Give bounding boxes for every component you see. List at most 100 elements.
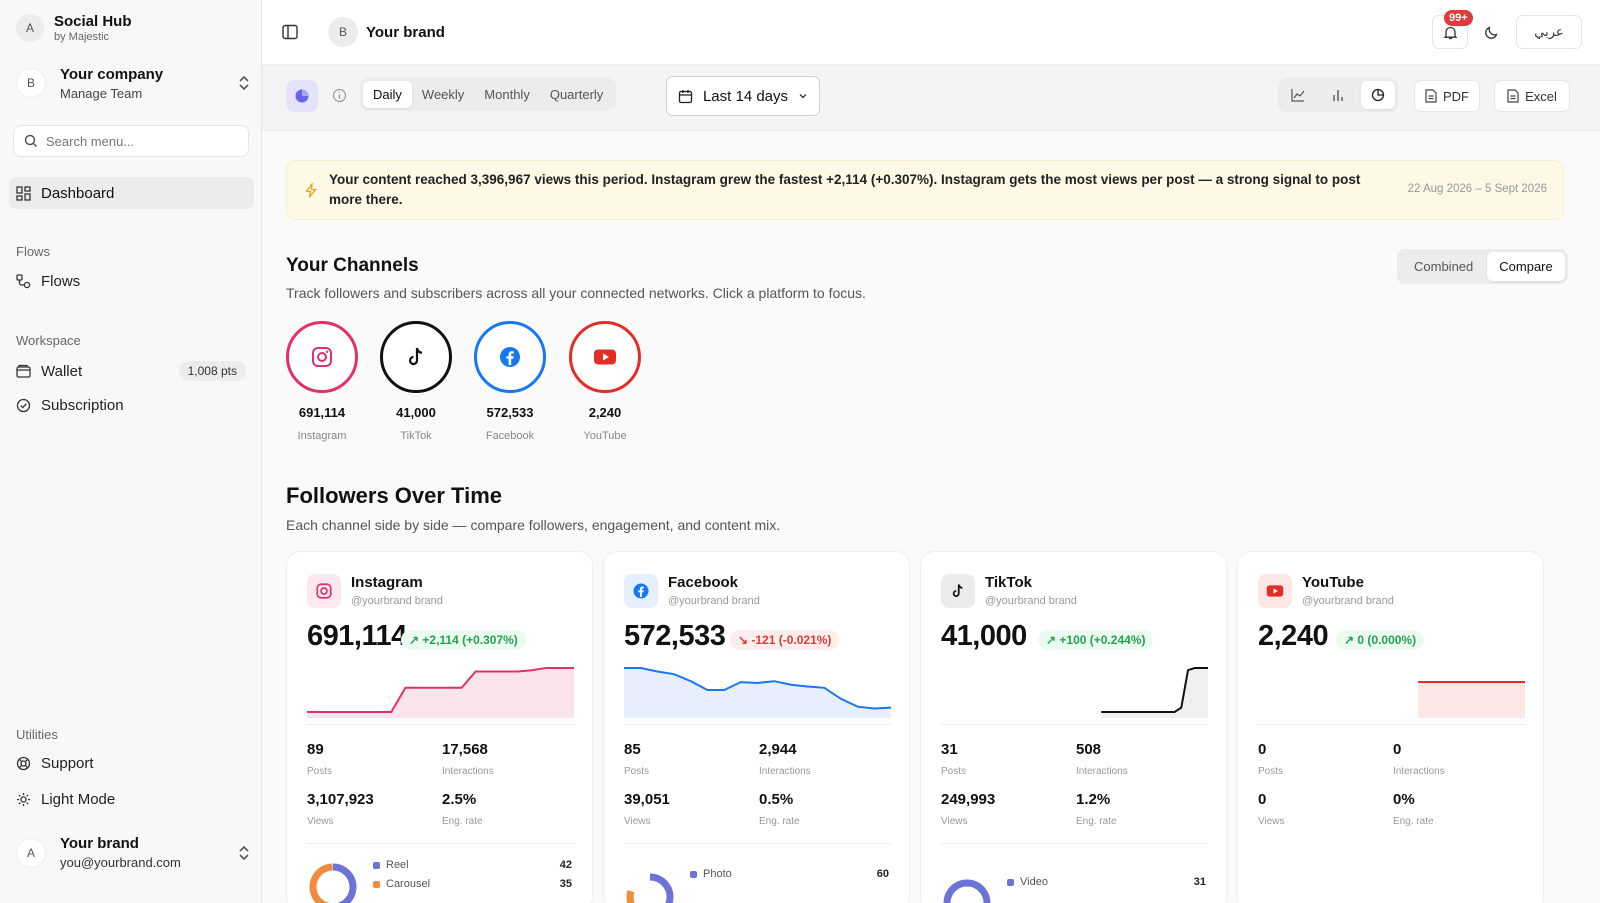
export-pdf-button[interactable]: PDF — [1414, 80, 1480, 112]
language-label: عربي — [1534, 24, 1564, 39]
view-compare[interactable]: Compare — [1487, 252, 1565, 281]
nav-wallet[interactable]: Wallet 1,008 pts — [16, 361, 246, 381]
channel-youtube-info[interactable]: 2,240 YouTube — [569, 321, 641, 442]
insight-text: Your content reached 3,396,967 views thi… — [329, 172, 1361, 207]
platform-card-instagram[interactable]: Instagram @yourbrand brand 691,114 ↗ +2,… — [286, 551, 593, 903]
export-excel-button[interactable]: Excel — [1494, 80, 1570, 112]
chart-style-toggle[interactable] — [286, 80, 318, 112]
stat-posts-label: Posts — [1258, 766, 1284, 777]
stat-views-label: Views — [941, 816, 968, 827]
date-range-picker[interactable]: Last 14 days — [666, 76, 820, 116]
divider — [624, 843, 891, 844]
sidebar: A Social Hub by Majestic B Your company … — [0, 0, 262, 903]
nav-dashboard[interactable]: Dashboard — [9, 177, 254, 209]
nav-subscription[interactable]: Subscription — [16, 397, 124, 414]
nav-dashboard-label: Dashboard — [41, 184, 115, 202]
theme-toggle-button[interactable] — [1474, 15, 1508, 49]
divider — [1258, 724, 1525, 725]
sparkline-line — [624, 667, 891, 710]
legend-swatch — [373, 861, 380, 869]
date-range-label: Last 14 days — [702, 87, 789, 105]
channel-tiktok-info[interactable]: 41,000 TikTok — [380, 321, 452, 442]
channel-value: 41,000 — [396, 405, 436, 420]
app-brand[interactable]: A Social Hub by Majestic — [16, 13, 132, 43]
nav-flows-label: Flows — [41, 273, 81, 290]
search-box[interactable] — [13, 125, 249, 157]
sun-icon — [16, 792, 31, 807]
content-mix-donut — [309, 863, 357, 903]
stat-eng-rate-label: Eng. rate — [1393, 816, 1434, 827]
nav-support[interactable]: Support — [16, 755, 94, 772]
search-input[interactable] — [46, 133, 226, 149]
channel-name: Instagram — [297, 430, 347, 442]
channels-subtitle: Track followers and subscribers across a… — [286, 285, 866, 301]
nav-light-mode-label: Light Mode — [41, 791, 116, 808]
brand-header[interactable]: B Your brand — [328, 17, 445, 47]
stat-views-label: Views — [1258, 816, 1285, 827]
legend-item: Photo — [690, 868, 732, 880]
stat-interactions: 2,944 — [759, 741, 797, 758]
sparkline-area — [1418, 682, 1525, 718]
export-excel-label: Excel — [1525, 88, 1557, 104]
info-icon[interactable] — [332, 88, 347, 103]
tab-quarterly[interactable]: Quarterly — [549, 87, 604, 102]
user-name: Your brand — [60, 835, 139, 852]
nav-support-label: Support — [41, 755, 94, 772]
nav-light-mode[interactable]: Light Mode — [16, 791, 115, 808]
card-name: Facebook — [668, 574, 739, 591]
stat-interactions-label: Interactions — [442, 766, 494, 777]
card-handle: @yourbrand brand — [985, 595, 1077, 607]
nav-flows[interactable]: Flows — [16, 273, 80, 290]
card-sparkline — [624, 667, 891, 718]
card-platform-icon — [1258, 574, 1292, 608]
flows-icon — [16, 274, 31, 289]
card-change-badge: ↗ 0 (0.000%) — [1336, 630, 1425, 650]
pie-chart-button[interactable] — [1361, 81, 1395, 109]
top-bar: B Your brand 99+ عربي — [262, 0, 1600, 65]
insight-date-range: 22 Aug 2026 – 5 Sept 2026 — [1407, 183, 1547, 195]
instagram-icon — [310, 345, 334, 369]
channel-facebook-info[interactable]: 572,533 Facebook — [474, 321, 546, 442]
sparkline-area — [307, 668, 574, 718]
platform-card-facebook[interactable]: Facebook @yourbrand brand 572,533 ↘ -121… — [603, 551, 910, 903]
platform-card-youtube[interactable]: YouTube @yourbrand brand 2,240 ↗ 0 (0.00… — [1237, 551, 1544, 903]
calendar-icon — [678, 89, 693, 104]
youtube-icon — [593, 348, 617, 366]
pie-chart-icon — [1371, 88, 1385, 102]
legend-item: Reel — [373, 859, 409, 871]
stat-interactions-label: Interactions — [1393, 766, 1445, 777]
stat-views: 0 — [1258, 791, 1267, 808]
sparkline-area — [624, 668, 891, 718]
channel-ring — [474, 321, 546, 393]
bar-chart-button[interactable] — [1321, 81, 1355, 109]
channel-instagram-info[interactable]: 691,114 Instagram — [286, 321, 358, 442]
content-mix-donut — [943, 879, 991, 903]
divider — [307, 843, 574, 844]
tab-monthly[interactable]: Monthly — [484, 87, 530, 102]
facebook-icon — [633, 583, 649, 599]
stat-eng-rate: 1.2% — [1076, 791, 1111, 808]
legend-swatch — [373, 880, 380, 888]
card-change-badge: ↗ +100 (+0.244%) — [1038, 630, 1154, 650]
tiktok-icon — [405, 346, 427, 368]
wallet-icon — [16, 364, 31, 379]
card-name: TikTok — [985, 574, 1032, 591]
line-chart-button[interactable] — [1281, 81, 1315, 109]
legend-swatch — [690, 870, 697, 878]
tab-daily[interactable]: Daily — [363, 81, 412, 108]
card-change: +100 (+0.244%) — [1059, 633, 1146, 647]
view-combined[interactable]: Combined — [1414, 259, 1474, 274]
company-switcher[interactable]: B Your company Manage Team — [16, 65, 250, 101]
language-button[interactable]: عربي — [1516, 15, 1582, 49]
stat-posts: 0 — [1258, 741, 1267, 758]
user-switcher[interactable]: A Your brand you@yourbrand.com — [16, 835, 250, 870]
brand-title: Your brand — [366, 23, 445, 41]
sidebar-toggle-icon[interactable] — [282, 24, 298, 40]
channels-title: Your Channels — [286, 255, 419, 276]
tab-weekly[interactable]: Weekly — [421, 87, 465, 102]
card-name: YouTube — [1302, 574, 1364, 591]
stat-eng-rate: 0.5% — [759, 791, 794, 808]
platform-card-tiktok[interactable]: TikTok @yourbrand brand 41,000 ↗ +100 (+… — [920, 551, 1227, 903]
stat-interactions-label: Interactions — [1076, 766, 1128, 777]
legend-value: 31 — [1193, 876, 1206, 888]
